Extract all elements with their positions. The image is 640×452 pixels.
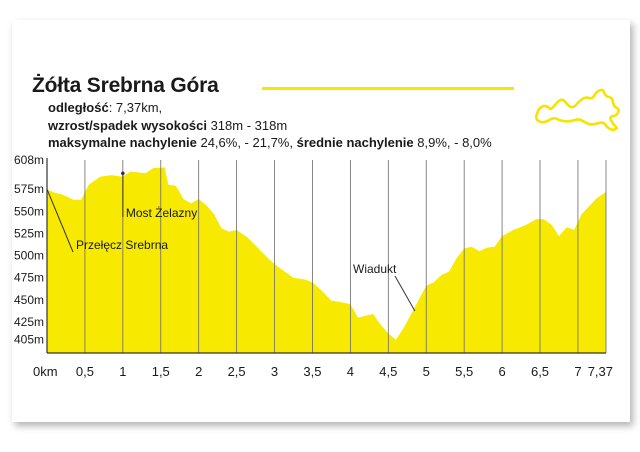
most-zelazny-label: Most Żelazny: [126, 206, 197, 220]
avg-gradient-value: 8,9%, - 8,0%: [413, 135, 492, 150]
gradient-line: maksymalne nachylenie 24,6%, - 21,7%, śr…: [48, 135, 492, 150]
x-tick-label: 2: [195, 364, 202, 379]
max-gradient-value: 24,6%, - 21,7%,: [196, 135, 297, 150]
avg-gradient-label: średnie nachylenie: [296, 135, 414, 150]
distance-line: odległość: 7,37km,: [48, 100, 162, 115]
y-tick-label: 525m: [14, 226, 44, 240]
wiadukt-label: Wiadukt: [353, 262, 397, 276]
x-tick-label: 6,5: [531, 364, 549, 379]
x-tick-label: 7,37: [588, 364, 613, 379]
most-zelazny-marker: [121, 171, 125, 176]
y-tick-label: 500m: [14, 249, 44, 263]
trail-color-bar: [262, 87, 514, 90]
y-tick-label: 450m: [14, 293, 44, 307]
x-tick-label: 4: [347, 364, 354, 379]
x-tick-label: 3: [271, 364, 278, 379]
x-tick-label: 3,5: [303, 364, 321, 379]
wiadukt-pointer: [394, 275, 416, 312]
x-tick-label: 1,5: [152, 364, 170, 379]
elevation-area: [47, 167, 606, 353]
elevation-gain-value: 318m - 318m: [206, 118, 288, 133]
x-tick-label: 6: [498, 364, 505, 379]
trail-title: Żółta Srebrna Góra: [32, 74, 219, 97]
x-tick-label: 0km: [33, 364, 58, 379]
elevation-gain-label: wzrost/spadek wysokości: [48, 118, 207, 133]
y-tick-label: 608m: [14, 153, 44, 167]
przelecz-srebrna-pointer: [46, 189, 74, 253]
x-tick-label: 5: [423, 364, 430, 379]
y-tick-label: 425m: [14, 315, 44, 329]
distance-label: odległość: [48, 100, 109, 115]
distance-value: : 7,37km,: [108, 100, 163, 115]
x-tick-label: 4,5: [379, 364, 397, 379]
elevation-gain-line: wzrost/spadek wysokości 318m - 318m: [48, 118, 287, 133]
max-gradient-label: maksymalne nachylenie: [48, 135, 197, 150]
y-tick-label: 475m: [14, 271, 44, 285]
route-outline-icon: [534, 88, 620, 131]
x-tick-label: 5,5: [455, 364, 473, 379]
y-tick-label: 405m: [14, 333, 44, 347]
x-tick-label: 0,5: [76, 364, 94, 379]
x-tick-label: 1: [119, 364, 126, 379]
x-tick-label: 7: [574, 364, 581, 379]
przelecz-srebrna-label: Przełęcz Srebrna: [76, 238, 168, 252]
y-tick-label: 575m: [14, 182, 44, 196]
y-tick-label: 550m: [14, 204, 44, 218]
x-tick-label: 2,5: [228, 364, 246, 379]
